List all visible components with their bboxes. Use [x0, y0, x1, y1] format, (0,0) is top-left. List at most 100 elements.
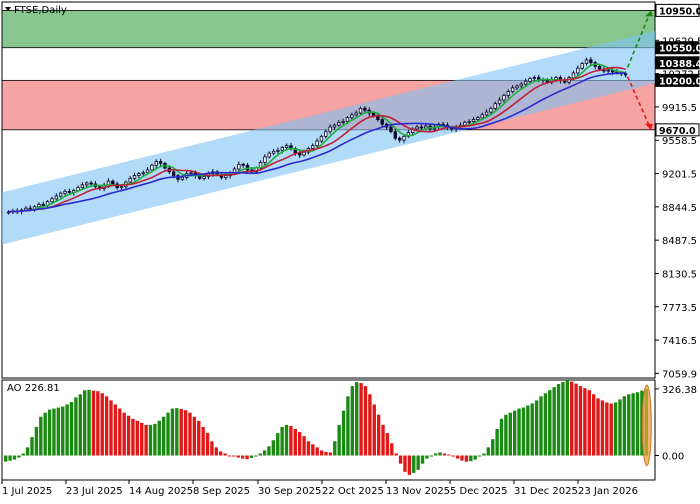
- candle: [180, 177, 185, 180]
- ao-bar: [482, 453, 486, 456]
- price-label: 10200.0: [659, 76, 700, 87]
- ao-bar: [311, 444, 315, 456]
- ma-mid-line: [8, 66, 626, 213]
- x-tick-label: 1 Jul 2025: [2, 486, 52, 497]
- ao-bar: [17, 455, 21, 458]
- ao-bar: [126, 415, 131, 456]
- ao-bar: [183, 410, 188, 456]
- ao-bar: [447, 454, 451, 456]
- candle: [363, 107, 367, 111]
- ao-bar: [627, 394, 631, 456]
- candle: [497, 99, 502, 105]
- candle: [324, 131, 328, 137]
- candle: [119, 186, 124, 189]
- ao-bar: [635, 392, 640, 456]
- x-tick-label: 8 Sep 2025: [193, 486, 250, 497]
- candle: [111, 180, 115, 185]
- price-label: 10950.0: [659, 6, 700, 17]
- candle: [467, 121, 471, 123]
- ao-bar: [403, 455, 407, 472]
- candle: [415, 126, 419, 130]
- ao-bar: [530, 403, 534, 456]
- ao-bar: [486, 447, 491, 456]
- candle: [267, 152, 271, 158]
- ao-bar: [227, 455, 232, 457]
- ao-bar: [605, 402, 609, 456]
- candle: [132, 175, 137, 179]
- ao-bars: [4, 380, 648, 475]
- ao-bar: [284, 424, 289, 456]
- candle: [137, 173, 141, 176]
- ao-bar: [420, 455, 425, 464]
- ao-bar: [526, 405, 530, 456]
- ao-bar: [543, 393, 548, 456]
- candle: [532, 77, 537, 79]
- candle: [284, 145, 289, 148]
- candle: [528, 78, 532, 82]
- price-label-box: [655, 73, 700, 87]
- ao-bar: [280, 426, 284, 456]
- ao-bar: [245, 455, 249, 460]
- x-tick-label: 31 Dec 2025: [514, 486, 578, 497]
- ao-bar: [398, 455, 403, 464]
- ao-bar: [328, 452, 333, 456]
- x-tick-label: 13 Nov 2025: [386, 486, 450, 497]
- ao-bar: [188, 412, 192, 456]
- x-tick-label: 30 Sep 2025: [258, 486, 321, 497]
- ao-bar: [618, 399, 622, 456]
- ao-bar: [153, 423, 157, 456]
- ao-bar: [104, 396, 109, 456]
- ao-bar: [113, 404, 118, 456]
- ao-bar: [552, 387, 556, 456]
- target-down-arrow: [626, 76, 652, 131]
- candle: [189, 172, 193, 175]
- ao-bar: [464, 455, 469, 462]
- ao-bar: [359, 383, 363, 456]
- ao-bar: [30, 437, 34, 456]
- candle: [202, 176, 206, 179]
- candle: [537, 77, 541, 80]
- ao-bar: [118, 408, 122, 456]
- ao-bar: [214, 447, 218, 456]
- ao-bar: [622, 396, 627, 456]
- price-label-box: [655, 3, 700, 17]
- candle: [128, 177, 132, 183]
- ao-bar: [561, 382, 565, 456]
- candle: [315, 140, 319, 147]
- ao-bar: [43, 412, 47, 456]
- ao-bar: [8, 455, 12, 461]
- ao-bar: [534, 400, 539, 456]
- ao-bar: [442, 453, 447, 456]
- ao-bar: [460, 455, 464, 461]
- ao-bar: [565, 380, 570, 456]
- ao-bar: [271, 440, 276, 456]
- ao-bar: [205, 433, 210, 456]
- candle: [584, 59, 589, 64]
- ao-bar: [407, 455, 412, 475]
- x-tick-label: 14 Aug 2025: [129, 486, 193, 497]
- ao-bar: [451, 455, 455, 457]
- ao-bar: [179, 408, 183, 456]
- price-label-box: [655, 123, 700, 137]
- ao-bar: [236, 455, 240, 458]
- ao-bar: [249, 455, 254, 458]
- candle: [576, 67, 580, 74]
- candle: [50, 198, 54, 203]
- ao-bar: [521, 407, 526, 456]
- ao-bar: [175, 408, 179, 456]
- ao-bar: [170, 408, 175, 456]
- ao-bar: [201, 426, 205, 456]
- candle: [263, 156, 267, 163]
- ao-bar: [469, 455, 473, 462]
- ao-bar: [319, 450, 324, 456]
- ao-bar: [385, 433, 390, 456]
- target-up-arrow: [626, 10, 652, 68]
- y-tick-label: 9201.5: [662, 170, 697, 181]
- ao-bar: [47, 409, 52, 456]
- candle: [319, 135, 324, 142]
- candle: [580, 63, 584, 69]
- ma-slow-line: [8, 72, 626, 213]
- ao-bar: [372, 404, 376, 456]
- ao-bar: [376, 414, 381, 456]
